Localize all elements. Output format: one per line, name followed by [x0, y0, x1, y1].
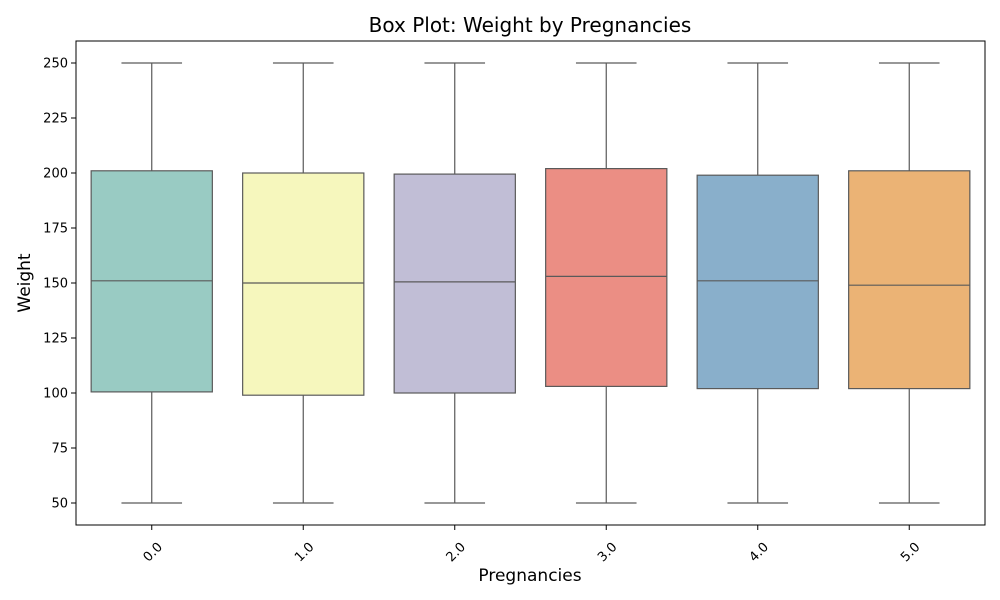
- y-tick-label: 225: [43, 112, 68, 127]
- y-tick-label: 75: [51, 442, 68, 457]
- y-tick-label: 50: [51, 497, 68, 512]
- y-tick-label: 250: [43, 57, 68, 72]
- x-tick-label: 1.0: [292, 540, 317, 565]
- x-tick-label: 4.0: [747, 540, 772, 565]
- x-tick-label: 3.0: [595, 540, 620, 565]
- y-tick-label: 125: [43, 332, 68, 347]
- box-iqr: [696, 174, 819, 390]
- plot-area: 50 75 100 125 150 175 200 225 250 0.0 1.0 2.0 3.0 4.0…: [43, 57, 971, 565]
- x-tick-label: 0.0: [141, 540, 166, 565]
- box-iqr: [848, 170, 971, 390]
- y-tick-label: 100: [43, 387, 68, 402]
- x-tick-label: 2.0: [444, 540, 469, 565]
- x-tick-label: 5.0: [898, 540, 923, 565]
- y-tick-label: 150: [43, 277, 68, 292]
- box-iqr: [242, 172, 365, 396]
- box-iqr: [545, 168, 668, 388]
- box-iqr: [393, 173, 516, 394]
- plot-frame: [75, 40, 986, 526]
- y-tick-label: 175: [43, 222, 68, 237]
- x-axis-label: Pregnancies: [478, 566, 581, 586]
- y-axis-label: Weight: [15, 253, 35, 313]
- chart-title: Box Plot: Weight by Pregnancies: [369, 13, 692, 37]
- y-tick-label: 200: [43, 167, 68, 182]
